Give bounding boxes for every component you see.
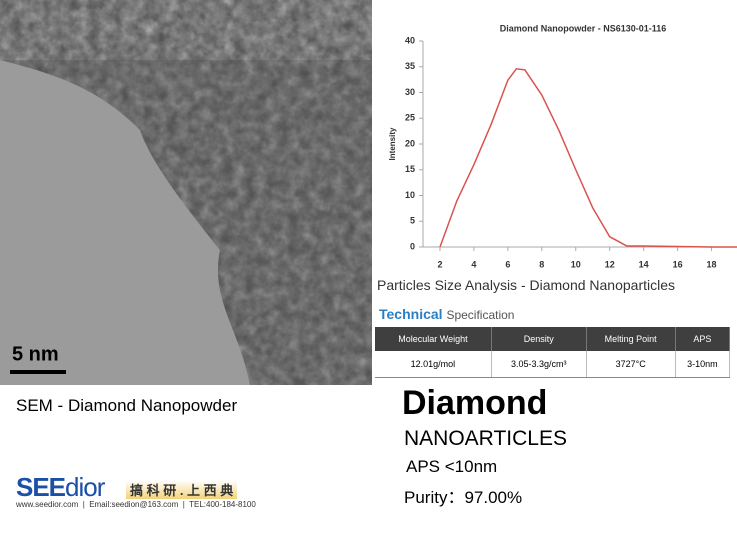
- y-tick-label: 5: [410, 216, 415, 226]
- logo-brand-a: SEE: [16, 472, 66, 502]
- y-axis-label: Intensity: [388, 127, 397, 160]
- cell: 3.05-3.3g/cm³: [491, 351, 587, 378]
- x-tick-label: 8: [539, 259, 544, 269]
- header-cell: Melting Point: [586, 327, 676, 351]
- header-row: Molecular Weight Density Melting Point A…: [375, 327, 731, 351]
- x-tick-label: 2: [437, 259, 442, 269]
- y-tick-label: 20: [405, 138, 415, 148]
- cell: 3-10nm: [675, 351, 731, 378]
- product-name: Diamond: [402, 384, 548, 422]
- header-cell: Density: [491, 327, 587, 351]
- product-subtitle: NANOARTICLES: [404, 427, 567, 450]
- chart: Diamond Nanopowder - NS6130-01-116 Inten…: [388, 23, 737, 269]
- chart-caption: Particles Size Analysis - Diamond Nanopa…: [377, 277, 676, 293]
- data-row: 12.01g/mol 3.05-3.3g/cm³ 3727°C 3-10nm: [375, 351, 731, 378]
- spec-table: Molecular Weight Density Melting Point A…: [375, 327, 731, 378]
- logo-slogan: 搞 科 研 . 上 西 典: [126, 480, 238, 499]
- x-tick-label: 10: [571, 259, 581, 269]
- data-line: [439, 68, 737, 248]
- y-tick-label: 30: [405, 87, 415, 97]
- y-tick-label: 15: [405, 164, 415, 174]
- x-tick-label: 16: [673, 259, 683, 269]
- x-tick-label: 14: [639, 259, 649, 269]
- contact: www.seedior.com | Email:seedion@163.com …: [16, 500, 256, 509]
- x-tick-label: 6: [505, 259, 510, 269]
- y-tick-label: 35: [405, 61, 415, 71]
- spec-title-rest: Specification: [446, 308, 515, 322]
- logo-brand-b: dior: [65, 472, 105, 502]
- x-tick-label: 18: [707, 259, 717, 269]
- product-aps: APS <10nm: [406, 457, 498, 476]
- product-purity: Purity：97.00%: [404, 488, 523, 507]
- y-tick-label: 25: [405, 113, 415, 123]
- spec-title-bold: Technical: [379, 306, 443, 322]
- scale-bar-label: 5 nm: [12, 343, 59, 365]
- cell: 12.01g/mol: [375, 351, 492, 378]
- y-tick-label: 40: [405, 35, 415, 45]
- y-tick-label: 0: [410, 241, 415, 251]
- sem-image: 5 nm: [0, 0, 372, 385]
- header-cell: Molecular Weight: [375, 327, 492, 351]
- y-tick-label: 10: [405, 190, 415, 200]
- spec-title: Technical Specification: [379, 306, 514, 322]
- x-tick-label: 4: [471, 259, 476, 269]
- tel: TEL:400-184-8100: [189, 500, 256, 509]
- header-cell: APS: [675, 327, 731, 351]
- website: www.seedior.com: [16, 500, 79, 509]
- logo: SEEdior: [16, 472, 105, 503]
- cell: 3727°C: [586, 351, 676, 378]
- sem-caption: SEM - Diamond Nanopowder: [16, 396, 238, 415]
- x-tick-label: 12: [605, 259, 615, 269]
- chart-title: Diamond Nanopowder - NS6130-01-116: [500, 23, 667, 33]
- email: Email:seedion@163.com: [89, 500, 179, 509]
